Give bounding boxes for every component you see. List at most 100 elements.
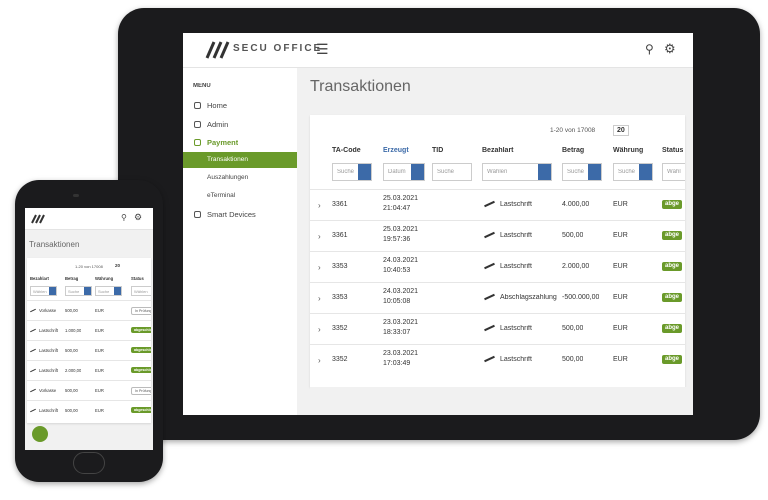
column-header[interactable]: TID — [432, 147, 444, 154]
phone-amount: 500,00 — [65, 308, 78, 313]
filter-button — [639, 164, 652, 180]
column-header[interactable]: Betrag — [562, 147, 585, 154]
phone-amount: 500,00 — [65, 348, 78, 353]
phone-method-icon — [30, 328, 36, 333]
phone-filter-placeholder: Wählen — [134, 289, 148, 294]
expand-chevron[interactable]: › — [318, 263, 321, 272]
column-header[interactable]: Status — [662, 147, 684, 154]
phone-method-icon — [30, 308, 36, 313]
filter-button — [588, 164, 601, 180]
amount: 4.000,00 — [562, 201, 590, 208]
status-badge: abge — [662, 293, 683, 302]
phone-row-divider — [27, 340, 151, 341]
phone-filter[interactable]: Wählen — [131, 286, 151, 296]
phone-currency: EUR — [95, 328, 104, 333]
phone-table: 1-20 von 17008 20 Bezahlart Betrag Währung St… — [27, 258, 151, 423]
phone-filter[interactable]: Suche — [65, 286, 92, 296]
currency: EUR — [613, 263, 628, 270]
currency: EUR — [613, 232, 628, 239]
created-date: 24.03.2021 — [383, 288, 419, 295]
home-button[interactable] — [73, 452, 105, 474]
filter-input[interactable]: Wähl — [662, 163, 685, 181]
phone-settings-icon[interactable]: ⚙ — [134, 212, 143, 222]
menu-item[interactable]: Home — [207, 101, 228, 110]
filter-input[interactable]: Suche — [432, 163, 472, 181]
filter-placeholder: Datum — [388, 169, 406, 175]
phone-payment-method: Lastschrift — [39, 408, 59, 413]
filter-input[interactable]: Suche — [613, 163, 653, 181]
amount: -500.000,00 — [562, 294, 600, 301]
phone-method-icon — [30, 408, 36, 413]
phone-column-header[interactable]: Status — [131, 276, 144, 281]
phone-column-header[interactable]: Währung — [95, 276, 114, 281]
expand-chevron[interactable]: › — [318, 232, 321, 241]
menu-item[interactable]: Smart Devices — [207, 210, 256, 219]
menu-toggle[interactable]: ☰ — [316, 41, 329, 57]
menu-item[interactable]: Payment — [207, 138, 239, 147]
phone-filter[interactable]: Suche — [95, 286, 122, 296]
column-header[interactable]: Währung — [613, 147, 644, 154]
phone-amount: 500,00 — [65, 388, 78, 393]
row-divider — [310, 344, 685, 345]
phone-method-icon — [30, 388, 36, 393]
menu-icon — [194, 121, 201, 128]
phone-filter-button — [84, 287, 91, 295]
phone-payment-method: Vorkasse — [39, 388, 57, 393]
status-badge: abge — [662, 355, 683, 364]
phone-status: abgeschlossen — [131, 367, 151, 373]
phone-payment-method: Vorkasse — [39, 308, 57, 313]
method-icon — [484, 200, 495, 208]
payment-method: Lastschrift — [500, 325, 532, 332]
filter-input[interactable]: Wählen — [482, 163, 552, 181]
sidebar: MENU Home Admin Payment Transaktionen Auszah… — [183, 68, 297, 415]
expand-chevron[interactable]: › — [318, 356, 321, 365]
fab-menu[interactable] — [32, 426, 48, 442]
phone-column-header[interactable]: Bezahlart — [30, 276, 49, 281]
method-icon — [484, 262, 495, 270]
amount: 500,00 — [562, 232, 584, 239]
phone-filter[interactable]: Wählen — [30, 286, 57, 296]
status-badge: abge — [662, 324, 683, 333]
filter-input[interactable]: Datum — [383, 163, 425, 181]
phone-row-divider — [27, 400, 151, 401]
phone-column-header[interactable]: Betrag — [65, 276, 79, 281]
logo-text: SECU OFFICE — [233, 43, 323, 54]
column-header[interactable]: TA-Code — [332, 147, 361, 154]
menu-item[interactable]: Admin — [207, 120, 229, 129]
filter-input[interactable]: Suche — [332, 163, 372, 181]
phone-filter-button — [49, 287, 56, 295]
submenu-item[interactable]: eTerminal — [207, 192, 236, 199]
payment-method: Lastschrift — [500, 263, 532, 270]
method-icon — [484, 324, 495, 332]
phone-page-size[interactable]: 20 — [115, 263, 121, 268]
page-size[interactable]: 20 — [613, 125, 629, 136]
submenu-item[interactable]: Transaktionen — [207, 156, 248, 163]
page-title: Transaktionen — [310, 78, 411, 95]
filter-input[interactable]: Suche — [562, 163, 602, 181]
expand-chevron[interactable]: › — [318, 325, 321, 334]
submenu-item[interactable]: Auszahlungen — [207, 174, 249, 181]
created-date: 24.03.2021 — [383, 257, 419, 264]
settings-icon[interactable]: ⚙ — [664, 41, 676, 56]
phone-filter-placeholder: Suche — [68, 289, 80, 294]
payment-method: Abschlagszahlung — [500, 294, 557, 301]
search-icon[interactable]: ⚲ — [645, 42, 654, 56]
column-header[interactable]: Erzeugt — [383, 147, 409, 154]
phone-payment-method: Lastschrift — [39, 348, 59, 353]
phone-top-bar: ⚲ ⚙ — [25, 208, 153, 230]
phone-currency: EUR — [95, 388, 104, 393]
phone-row-divider — [27, 380, 151, 381]
phone-filter-placeholder: Suche — [98, 289, 110, 294]
expand-chevron[interactable]: › — [318, 201, 321, 210]
expand-chevron[interactable]: › — [318, 294, 321, 303]
menu-icon — [194, 211, 201, 218]
footer-space — [310, 387, 693, 415]
column-header[interactable]: Bezahlart — [482, 147, 514, 154]
filter-button — [538, 164, 551, 180]
phone-status: abgeschlossen — [131, 407, 151, 413]
payment-method: Lastschrift — [500, 232, 532, 239]
row-divider — [310, 313, 685, 314]
payment-method: Lastschrift — [500, 356, 532, 363]
phone-search-icon[interactable]: ⚲ — [121, 213, 127, 222]
